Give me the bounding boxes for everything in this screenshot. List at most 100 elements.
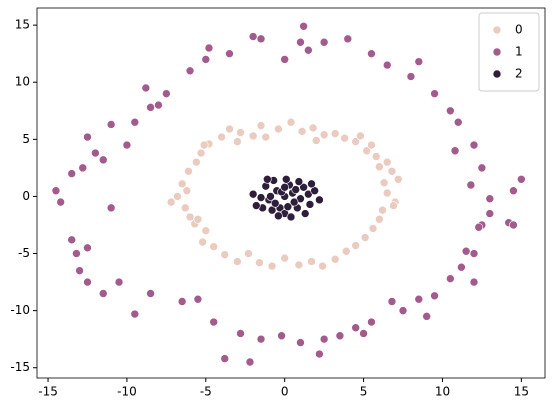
point — [308, 123, 318, 133]
point — [367, 49, 376, 58]
point — [185, 66, 195, 76]
point — [209, 317, 218, 327]
point — [177, 179, 187, 189]
point — [255, 258, 264, 267]
point — [359, 329, 368, 338]
y-tick-label: -10 — [10, 303, 30, 317]
point — [387, 167, 397, 176]
point — [450, 146, 460, 156]
point — [281, 174, 291, 184]
legend-marker — [492, 69, 502, 79]
point — [236, 329, 245, 338]
point — [296, 37, 305, 47]
point — [319, 37, 329, 47]
point — [379, 178, 389, 188]
point — [330, 254, 340, 264]
point — [453, 117, 463, 127]
point — [217, 132, 226, 142]
point — [248, 189, 258, 199]
point — [280, 55, 289, 64]
point — [387, 297, 397, 306]
plot-frame — [36, 7, 546, 379]
point — [307, 257, 316, 266]
point — [299, 182, 308, 192]
point — [311, 136, 321, 145]
y-tick-label: -5 — [18, 246, 30, 260]
x-tick-label: 15 — [514, 385, 529, 399]
point — [141, 83, 151, 93]
legend-box — [478, 12, 540, 92]
point — [393, 174, 403, 184]
y-tick-label: 5 — [22, 132, 30, 146]
point — [382, 188, 392, 198]
point — [245, 357, 255, 367]
point — [274, 124, 283, 134]
point — [319, 334, 329, 344]
point — [198, 237, 207, 247]
point — [192, 157, 201, 167]
point — [362, 146, 372, 156]
point — [67, 169, 77, 178]
point — [196, 148, 206, 158]
point — [367, 140, 376, 150]
point — [296, 338, 305, 347]
point — [98, 155, 108, 165]
point — [83, 132, 92, 142]
point — [248, 131, 258, 141]
point — [173, 192, 182, 201]
legend-label: 2 — [515, 67, 523, 81]
point — [289, 197, 299, 207]
point — [485, 209, 495, 218]
point — [382, 60, 392, 70]
point — [201, 55, 211, 64]
point — [300, 209, 310, 218]
point — [263, 174, 272, 184]
point — [236, 128, 245, 137]
point — [469, 249, 479, 258]
y-tick-label: 15 — [15, 18, 30, 32]
point — [469, 140, 479, 150]
point — [457, 262, 466, 272]
point — [375, 162, 384, 172]
point — [251, 201, 261, 210]
point — [209, 242, 218, 251]
point — [185, 212, 195, 222]
point — [294, 260, 304, 270]
point — [398, 306, 408, 315]
point — [204, 43, 214, 53]
point — [146, 103, 155, 112]
point — [193, 214, 203, 224]
point — [315, 349, 324, 359]
point — [266, 192, 275, 201]
point — [270, 198, 280, 208]
point — [371, 152, 381, 161]
point — [368, 224, 378, 233]
point — [351, 137, 360, 146]
point — [430, 291, 439, 301]
point — [166, 197, 176, 207]
point — [220, 250, 230, 259]
point — [75, 266, 84, 275]
point — [130, 117, 140, 127]
point — [375, 214, 384, 224]
point — [330, 129, 340, 138]
y-tick-label: 0 — [22, 189, 30, 203]
x-tick-label: -10 — [117, 385, 137, 399]
point — [318, 261, 327, 271]
x-tick-label: -5 — [200, 385, 212, 399]
point — [319, 130, 329, 140]
point — [248, 32, 258, 41]
point — [389, 201, 398, 210]
legend-marker — [492, 47, 502, 57]
point — [78, 163, 88, 173]
x-tick-label: -15 — [38, 385, 58, 399]
point — [446, 106, 455, 116]
point — [477, 163, 487, 173]
point — [382, 157, 392, 167]
x-tick-label: 5 — [360, 385, 368, 399]
point — [474, 222, 484, 232]
point — [233, 257, 242, 266]
point — [106, 120, 116, 129]
point — [154, 100, 163, 110]
